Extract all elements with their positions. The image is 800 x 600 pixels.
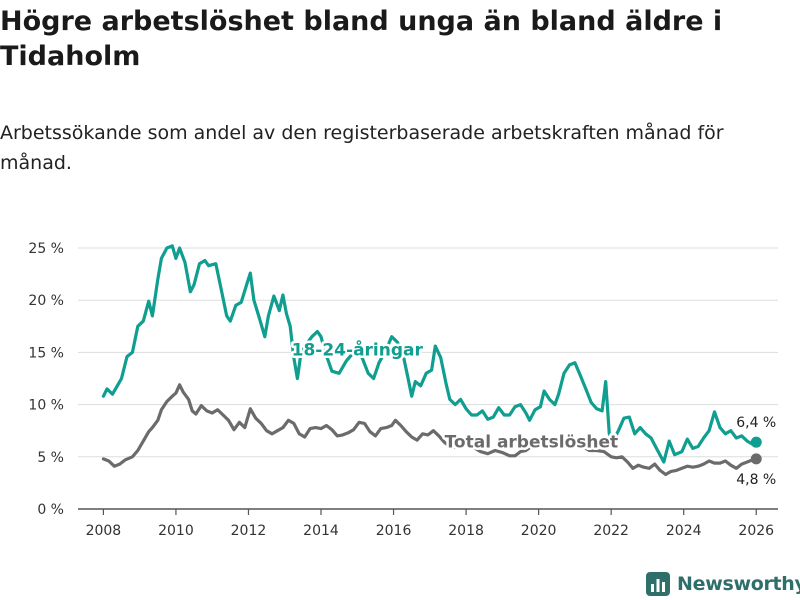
x-tick-label: 2022: [593, 523, 629, 539]
newsworthy-logo: Newsworthy: [645, 570, 800, 598]
bar-chart-icon: [646, 572, 670, 596]
series-line-total: [101, 383, 758, 477]
end-point-total: [750, 453, 762, 465]
x-tick-label: 2016: [376, 523, 412, 539]
y-tick-label: 20 %: [28, 293, 64, 309]
y-tick-label: 25 %: [28, 241, 64, 257]
chart-subtitle: Arbetssökande som andel av den registerb…: [0, 122, 724, 174]
series-line-youth: [101, 244, 758, 464]
x-tick-label: 2014: [303, 523, 339, 539]
x-tick-label: 2024: [666, 523, 702, 539]
end-label-total: 4,8 %: [736, 472, 776, 488]
x-tick-label: 2018: [448, 523, 484, 539]
series-labels: 6,4 % 4,8 % 18-24-åringar Total arbetslöshe…: [289, 336, 776, 488]
y-tick-label: 15 %: [28, 345, 64, 361]
y-tick-label: 0 %: [37, 502, 64, 518]
brand-name: Newsworthy: [677, 573, 800, 595]
x-tick-label: 2020: [521, 523, 557, 539]
x-tick-label: 2012: [231, 523, 267, 539]
y-tick-label: 10 %: [28, 398, 64, 414]
y-tick-label: 5 %: [37, 450, 64, 466]
series-label-total: Total arbetslöshet: [445, 432, 619, 452]
series-lines: [101, 244, 762, 477]
end-point-youth: [750, 436, 762, 448]
y-axis-tick-labels: 0 % 5 % 10 % 15 % 20 % 25 %: [28, 241, 64, 518]
end-label-youth: 6,4 %: [736, 415, 776, 431]
chart-title: Högre arbetslöshet bland unga än bland ä…: [0, 6, 723, 72]
x-tick-label: 2008: [86, 523, 122, 539]
x-tick-label: 2010: [158, 523, 194, 539]
x-axis-ticks: 2008 2010 2012 2014 2016 2018 2020 2022 2024 2026: [86, 509, 774, 539]
x-tick-label: 2026: [738, 523, 774, 539]
series-label-youth: 18-24-åringar: [292, 339, 424, 361]
